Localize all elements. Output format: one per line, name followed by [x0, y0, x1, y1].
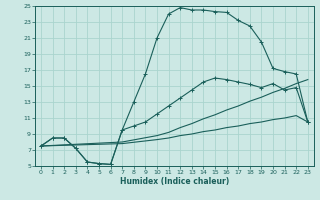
X-axis label: Humidex (Indice chaleur): Humidex (Indice chaleur): [120, 177, 229, 186]
